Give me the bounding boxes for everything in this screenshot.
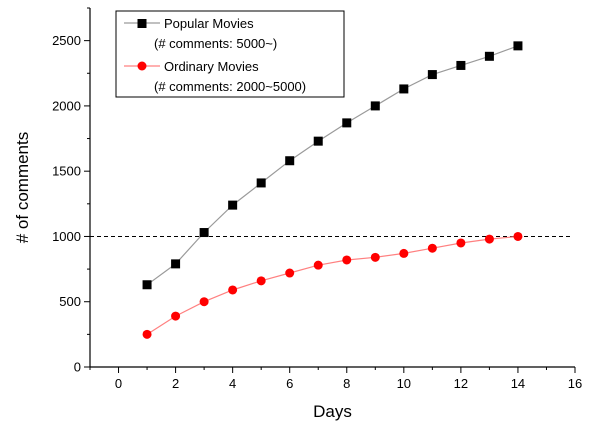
series-ordinary (142, 231, 523, 339)
legend-marker-popular (137, 19, 147, 28)
legend-subtitle-ordinary: (# comments: 2000~5000) (154, 79, 306, 94)
series-line (146, 235, 518, 335)
x-tick-label: 10 (397, 376, 411, 391)
data-point (228, 285, 238, 295)
data-point (228, 200, 238, 210)
data-point (513, 41, 523, 51)
x-tick-label: 16 (568, 376, 582, 391)
data-point (285, 268, 295, 278)
data-point (342, 255, 352, 265)
data-point (142, 280, 152, 290)
y-tick-label: 2000 (52, 98, 81, 113)
data-point (171, 259, 181, 269)
y-axis-label: # of comments (13, 132, 32, 244)
data-point (142, 329, 152, 339)
data-point (484, 234, 494, 244)
y-tick-label: 1000 (52, 229, 81, 244)
data-point (370, 252, 380, 262)
data-point (427, 70, 437, 80)
data-point (484, 51, 494, 61)
data-point (285, 156, 295, 166)
y-tick-label: 500 (59, 294, 81, 309)
y-tick-label: 1500 (52, 164, 81, 179)
data-point (427, 243, 437, 253)
x-tick-label: 0 (115, 376, 122, 391)
x-tick-label: 4 (229, 376, 236, 391)
legend-subtitle-popular: (# comments: 5000~) (154, 36, 277, 51)
legend-label-ordinary: Ordinary Movies (164, 59, 259, 74)
axes: 0 2 4 6 8 10 12 14 16 0 500 1000 1500 2000 2500 (52, 7, 582, 391)
x-tick-label: 6 (286, 376, 293, 391)
data-point (313, 136, 323, 146)
x-tick-label: 8 (343, 376, 350, 391)
legend-box (115, 10, 345, 98)
series-popular (142, 41, 523, 290)
data-point (199, 297, 209, 307)
data-point (199, 228, 209, 238)
data-point (256, 178, 266, 188)
data-point (313, 260, 323, 270)
data-point (456, 238, 466, 248)
y-tick-label: 2500 (52, 33, 81, 48)
legend-marker-ordinary (137, 61, 147, 71)
data-point (171, 311, 181, 321)
data-point (399, 248, 409, 258)
data-point (399, 84, 409, 94)
legend-label-popular: Popular Movies (164, 16, 254, 31)
series-layer (142, 41, 523, 339)
data-point (456, 60, 466, 70)
x-tick-label: 14 (511, 376, 525, 391)
series-line (146, 45, 519, 286)
x-tick-label: 2 (172, 376, 179, 391)
legend: Popular Movies (# comments: 5000~) Ordin… (115, 10, 345, 98)
x-tick-label: 12 (454, 376, 468, 391)
data-point (513, 231, 523, 241)
data-point (256, 276, 266, 286)
y-tick-label: 0 (74, 360, 81, 375)
data-point (370, 101, 380, 111)
data-point (342, 118, 352, 128)
x-axis-label: Days (313, 402, 352, 421)
